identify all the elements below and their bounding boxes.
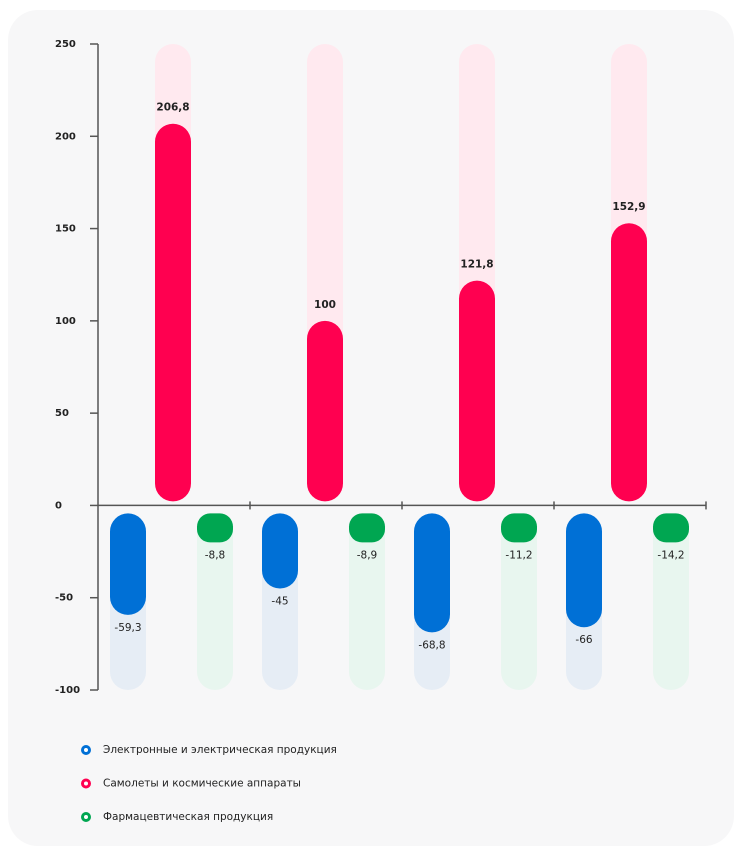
data-label: -8,9	[357, 549, 378, 561]
bar	[197, 513, 233, 543]
data-label: -45	[271, 595, 288, 607]
bar	[501, 513, 537, 543]
y-tick-label: -50	[55, 593, 73, 604]
bar	[611, 223, 647, 502]
legend-label: Электронные и электрическая продукция	[103, 744, 337, 756]
legend-marker	[81, 812, 91, 822]
y-tick-label: 200	[55, 131, 76, 142]
data-label: -68,8	[418, 639, 445, 651]
y-tick-label: 150	[55, 224, 76, 235]
data-label: -66	[575, 634, 592, 646]
legend-label: Самолеты и космические аппараты	[103, 778, 301, 790]
bar-track	[653, 513, 689, 690]
data-label: -8,8	[205, 549, 226, 561]
bar-track	[197, 513, 233, 690]
bar	[653, 513, 689, 543]
y-tick-label: -100	[55, 685, 80, 696]
data-label: 206,8	[156, 102, 189, 114]
data-label: -59,3	[114, 622, 141, 634]
bar-track	[349, 513, 385, 690]
legend-marker	[81, 778, 91, 789]
y-tick-label: 0	[55, 500, 62, 511]
data-label: 100	[314, 299, 336, 311]
bar	[349, 513, 385, 543]
bar	[566, 513, 602, 628]
bar	[414, 513, 450, 633]
data-label: -14,2	[657, 549, 684, 561]
legend-marker	[81, 745, 91, 755]
y-tick-label: 50	[55, 408, 69, 419]
y-tick-label: 100	[55, 316, 76, 327]
data-label: 121,8	[460, 259, 493, 271]
bar	[307, 320, 343, 502]
data-label: 152,9	[612, 201, 645, 213]
bar	[155, 123, 191, 502]
bar	[110, 513, 146, 615]
data-label: -11,2	[505, 549, 532, 561]
y-tick-label: 250	[55, 39, 76, 50]
bar	[459, 280, 495, 502]
bar-track	[501, 513, 537, 690]
bar	[262, 513, 298, 589]
legend-label: Фармацевтическая продукция	[103, 811, 273, 823]
